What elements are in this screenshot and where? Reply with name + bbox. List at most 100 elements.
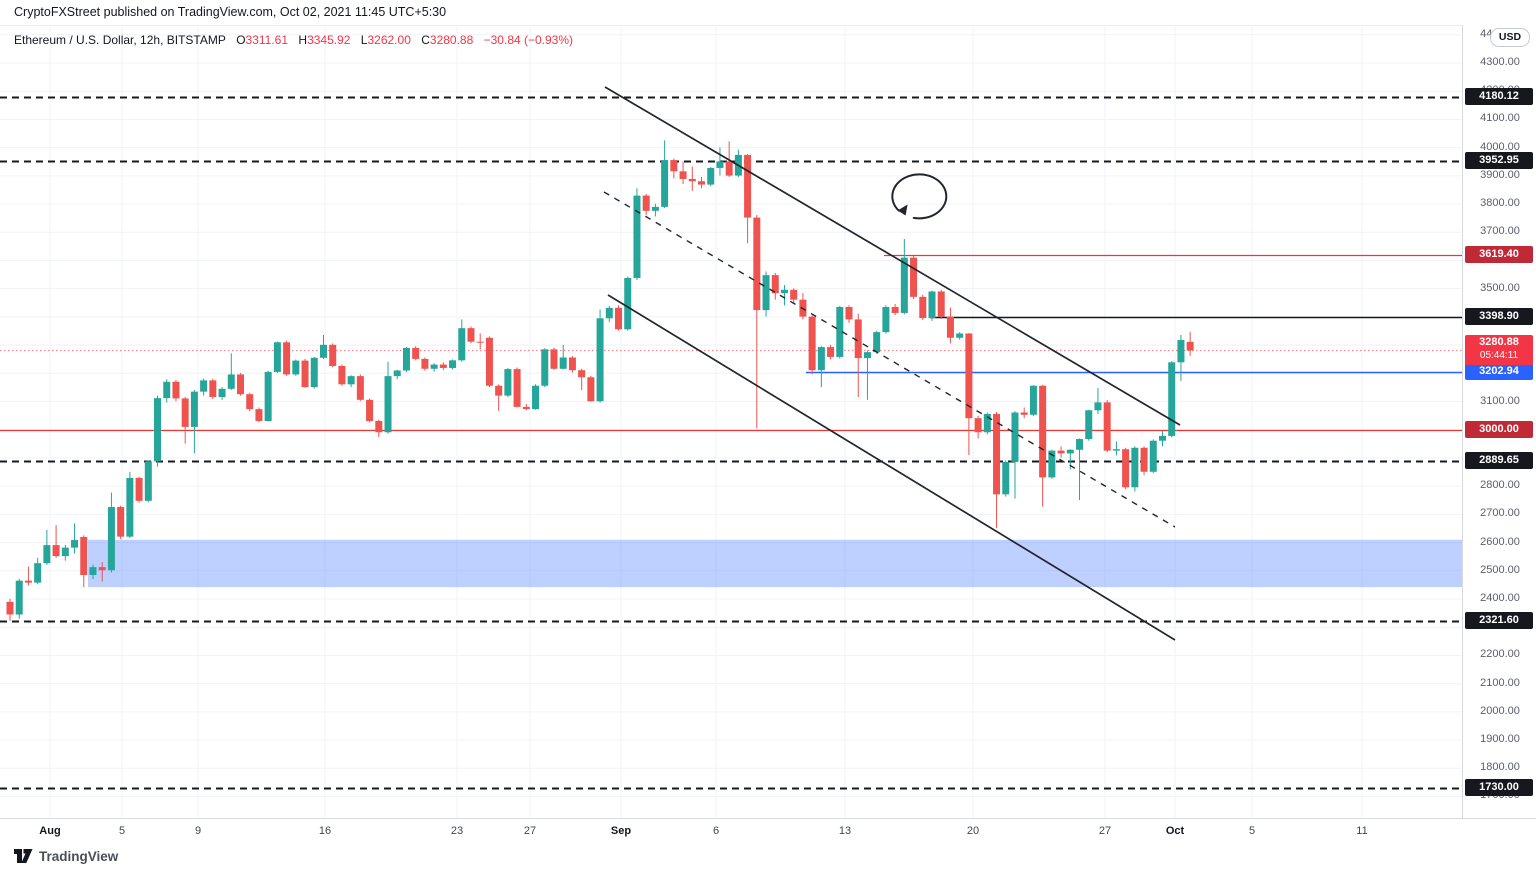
price-tick-label: 4000.00: [1480, 140, 1520, 153]
trendline-channel-top[interactable]: [604, 86, 1181, 426]
candle: [338, 365, 346, 385]
circular-arrow-annotation[interactable]: [891, 173, 948, 220]
price-tick-label: 3900.00: [1480, 168, 1520, 181]
candle: [661, 160, 669, 207]
trendline-channel-midline[interactable]: [603, 191, 1176, 528]
price-level-label[interactable]: 3619.40: [1465, 245, 1533, 263]
candle: [642, 195, 650, 211]
price-tick-label: 3800.00: [1480, 197, 1520, 210]
candle: [1168, 362, 1176, 436]
price-level-label[interactable]: 3202.94: [1465, 363, 1533, 381]
candle: [319, 344, 327, 358]
candle: [1131, 447, 1139, 488]
candle: [707, 167, 715, 185]
candle: [919, 296, 927, 319]
candle: [458, 328, 466, 361]
legend-open-value: 3311.61: [245, 33, 289, 47]
time-axis[interactable]: Aug 5 9 16 23 27 Sep 6 13 20 27 Oct 5 11: [0, 818, 1536, 845]
demand-zone[interactable]: [88, 539, 1462, 588]
candle: [71, 540, 79, 548]
current-price-label[interactable]: 3280.88 05:44:11: [1465, 335, 1533, 366]
price-level-label[interactable]: 3000.00: [1465, 420, 1533, 438]
candle: [347, 376, 355, 385]
price-tick-label: 2200.00: [1480, 648, 1520, 661]
candle: [117, 507, 125, 537]
price-axis[interactable]: USD 1700.001800.001900.002000.002100.002…: [1462, 25, 1536, 818]
time-tick-label: 16: [318, 825, 332, 837]
candle: [522, 406, 530, 410]
candle: [698, 181, 705, 185]
candle: [1112, 449, 1120, 451]
candle: [24, 580, 32, 583]
time-tick-label: 20: [966, 825, 980, 837]
candle: [467, 328, 475, 342]
candle: [790, 289, 798, 300]
legend-high-key: H: [298, 33, 308, 47]
legend-symbol: Ethereum / U.S. Dollar, 12h, BITSTAMP: [14, 33, 226, 47]
candle: [513, 369, 521, 407]
price-level-label[interactable]: 3398.90: [1465, 308, 1533, 326]
tradingview-logo-icon[interactable]: [14, 849, 33, 864]
price-level-label[interactable]: 2889.65: [1465, 451, 1533, 469]
tradingview-brand-text[interactable]: TradingView: [39, 849, 119, 864]
candle: [956, 333, 964, 338]
candle: [854, 319, 862, 359]
attribution-text: CryptoFXStreet published on TradingView.…: [14, 5, 447, 19]
candle: [1159, 435, 1166, 441]
chart-canvas[interactable]: [0, 25, 1462, 818]
candle: [356, 376, 364, 400]
candle: [6, 601, 14, 615]
price-level-label[interactable]: 3952.95: [1465, 151, 1533, 169]
candle: [670, 160, 678, 172]
currency-toggle-usd-button[interactable]: USD: [1490, 28, 1530, 47]
candle: [209, 380, 217, 398]
candle: [1085, 410, 1093, 440]
candle: [762, 275, 770, 311]
candle: [430, 364, 438, 369]
candle: [449, 360, 457, 368]
candle: [716, 161, 724, 168]
candle: [1103, 402, 1111, 451]
candle: [596, 318, 604, 402]
candle: [568, 357, 576, 371]
candle: [1048, 450, 1056, 478]
candle: [15, 580, 23, 615]
candle: [89, 567, 97, 576]
candle: [495, 385, 503, 396]
candle: [615, 307, 623, 330]
candle: [1011, 412, 1019, 462]
candle: [587, 377, 595, 402]
price-tick-label: 1900.00: [1480, 733, 1520, 746]
legend-low-value: 3262.00: [367, 33, 411, 47]
candle: [172, 381, 180, 399]
candle: [541, 349, 549, 386]
price-level-label[interactable]: 1730.00: [1465, 778, 1533, 796]
candle: [725, 161, 733, 176]
candle: [310, 357, 318, 388]
candle: [1140, 447, 1148, 472]
price-level-label[interactable]: 4180.12: [1465, 87, 1533, 105]
candle: [384, 376, 392, 433]
symbol-legend[interactable]: Ethereum / U.S. Dollar, 12h, BITSTAMP O3…: [14, 33, 573, 47]
price-tick-label: 2400.00: [1480, 591, 1520, 604]
candle: [366, 399, 374, 421]
candle: [633, 195, 641, 278]
candle: [393, 370, 401, 377]
horizontal-levels: [0, 96, 1462, 790]
candle: [181, 398, 189, 427]
trendline-channel-bottom[interactable]: [607, 294, 1176, 641]
time-tick-label: 13: [838, 825, 852, 837]
candle: [882, 307, 890, 333]
candle: [163, 381, 171, 399]
candle: [780, 289, 788, 294]
price-level-label[interactable]: 2321.60: [1465, 612, 1533, 630]
candle: [412, 347, 420, 359]
candle: [264, 371, 272, 421]
candle: [974, 418, 982, 433]
candle: [1020, 412, 1028, 415]
candle: [817, 347, 825, 371]
candle: [1029, 385, 1037, 415]
candle: [107, 507, 115, 571]
candle: [550, 349, 558, 369]
time-tick-label: 11: [1356, 825, 1368, 837]
